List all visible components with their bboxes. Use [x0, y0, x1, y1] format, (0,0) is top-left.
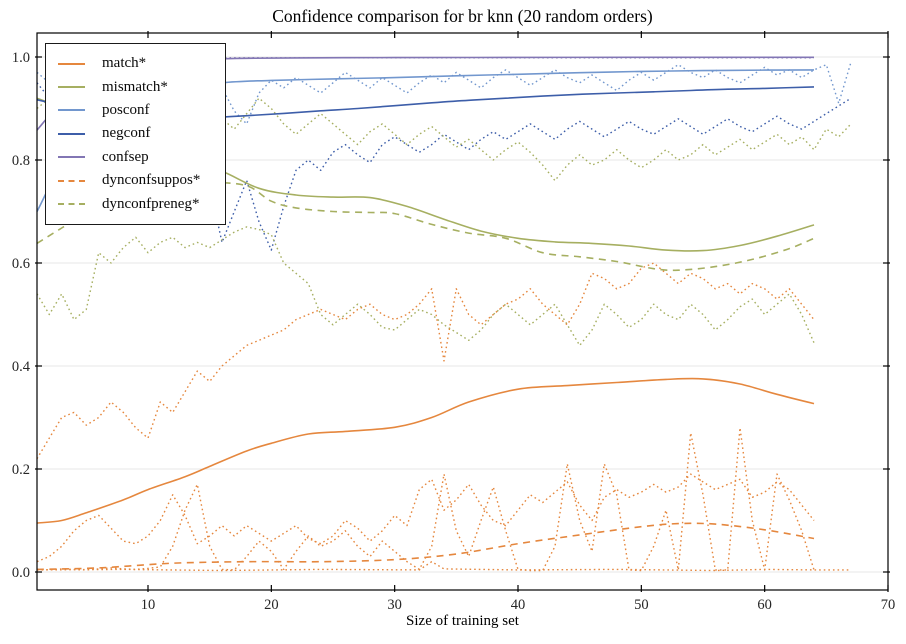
legend: match* mismatch* posconf negconf confsep…	[45, 43, 226, 225]
y-tick-label: 0.6	[12, 256, 30, 272]
series-dynconfsuppos_run_hi	[36, 427, 815, 572]
x-tick-label: 40	[511, 597, 526, 613]
y-tick-label: 0.4	[12, 359, 31, 375]
chart-title: Confidence comparison for br knn (20 ran…	[272, 6, 653, 26]
legend-item-label: match*	[102, 55, 147, 72]
legend-item-mismatch: mismatch*	[58, 75, 215, 98]
legend-item-label: confsep	[102, 148, 149, 165]
legend-line-sample	[58, 86, 85, 89]
legend-item-label: negconf	[102, 125, 151, 142]
x-tick-label: 50	[634, 597, 649, 613]
y-tick-label: 0.0	[12, 565, 30, 581]
series-mismatch_run_lo	[36, 226, 815, 347]
y-tick-label: 0.2	[12, 462, 30, 478]
legend-line-sample	[58, 203, 85, 206]
legend-item-label: mismatch*	[102, 78, 168, 95]
x-axis-label: Size of training set	[406, 613, 519, 629]
series-dynconfsuppos_mean	[36, 522, 815, 571]
legend-item-label: dynconfsuppos*	[102, 172, 201, 189]
series-match_run_hi	[36, 262, 815, 460]
legend-item-negconf: negconf	[58, 122, 215, 145]
series-match_run_lo	[36, 473, 815, 563]
x-tick-label: 20	[264, 597, 279, 613]
plot-frame	[36, 32, 889, 591]
legend-line-sample	[58, 132, 85, 135]
legend-line-sample	[58, 179, 85, 182]
legend-line-sample	[58, 156, 85, 159]
legend-item-label: posconf	[102, 101, 150, 118]
legend-item-dynconfpreneg: dynconfpreneg*	[58, 192, 215, 215]
y-tick-label: 1.0	[12, 50, 30, 66]
x-tick-label: 10	[141, 597, 156, 613]
y-tick-label: 0.8	[12, 153, 30, 169]
x-tick-label: 30	[387, 597, 402, 613]
legend-item-posconf: posconf	[58, 99, 215, 122]
legend-line-sample	[58, 62, 85, 65]
x-tick-label: 70	[881, 597, 896, 613]
series-match_mean	[36, 377, 815, 524]
series-dynconfsuppos_run_lo	[36, 561, 851, 572]
legend-line-sample	[58, 109, 85, 112]
legend-item-match: match*	[58, 52, 215, 75]
legend-item-confsep: confsep	[58, 146, 215, 169]
x-tick-label: 60	[757, 597, 772, 613]
legend-item-dynconfsuppos: dynconfsuppos*	[58, 169, 215, 192]
legend-item-label: dynconfpreneg*	[102, 195, 200, 212]
